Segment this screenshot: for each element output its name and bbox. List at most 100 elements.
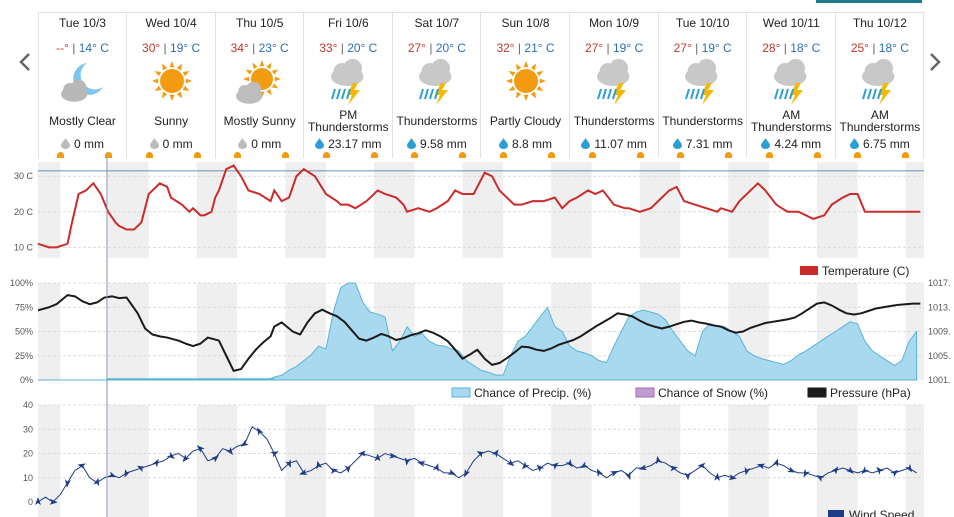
sunrise-marker-icon: [411, 152, 419, 158]
day-temperatures: 25° | 18° C: [850, 41, 909, 55]
precip-amount: 9.58 mm: [393, 137, 480, 151]
precip-amount: 6.75 mm: [836, 137, 923, 151]
sun-icon: [500, 57, 552, 109]
day-forecast-9[interactable]: Wed 10/11 28° | 18° C AM Thunderstorms 4.24 …: [748, 13, 836, 158]
low-temp: 19° C: [701, 41, 732, 55]
high-temp: 30°: [142, 41, 161, 55]
wind-legend-swatch: [828, 510, 844, 517]
sunrise-marker-icon: [636, 152, 644, 158]
temperature-tick-label: 20 C: [14, 207, 34, 217]
precip-amount: 0 mm: [216, 137, 303, 151]
wind-direction-marker: [136, 465, 146, 473]
pressure-tick-label: 1005.: [928, 351, 951, 361]
sunrise-marker-icon: [813, 152, 821, 158]
precip-value: 6.75 mm: [863, 137, 910, 151]
day-temperatures: 27° | 19° C: [673, 41, 732, 55]
pressure-series-line: [37, 294, 921, 372]
condition-line: AM: [782, 108, 801, 122]
wind-direction-marker: [831, 466, 839, 475]
wind-direction-marker: [624, 471, 631, 481]
temperature-tick-label: 10 C: [14, 242, 34, 252]
precip-tick-label: 0%: [20, 375, 33, 385]
day-forecast-4[interactable]: Fri 10/6 33° | 20° C PM Thunderstorms 23.17 …: [305, 13, 393, 158]
wind-direction-marker: [609, 470, 619, 477]
low-temp: 14° C: [78, 41, 109, 55]
high-temp: 27°: [585, 41, 604, 55]
raindrop-icon: [238, 138, 248, 149]
low-temp: 18° C: [790, 41, 821, 55]
daily-forecast-row: Tue 10/3 --° | 14° C Mostly Clear 0 mm Wed 1…: [38, 12, 925, 158]
precip-tick-label: 50%: [15, 327, 33, 337]
top-accent-bar: [816, 0, 922, 3]
night-band: [746, 162, 836, 258]
condition-text: Thunderstorms: [393, 115, 480, 127]
precip-value: 0 mm: [74, 137, 104, 151]
wind-direction-marker: [861, 466, 870, 475]
day-name: Sat 10/7: [414, 16, 460, 30]
night-band: [569, 162, 659, 258]
wind-direction-marker: [580, 461, 589, 469]
wind-direction-marker: [107, 471, 117, 478]
precip-legend-label[interactable]: Chance of Precip. (%): [474, 386, 591, 400]
day-forecast-7[interactable]: Mon 10/9 27° | 19° C Thunderstorms 11.07 mm: [571, 13, 659, 158]
day-forecast-1[interactable]: Tue 10/3 --° | 14° C Mostly Clear 0 mm: [39, 13, 127, 158]
sunrise-marker-icon: [105, 152, 112, 158]
night-band: [126, 162, 216, 258]
next-days-arrow-icon[interactable]: [926, 48, 944, 76]
wind-direction-marker: [357, 450, 366, 457]
day-forecast-2[interactable]: Wed 10/4 30° | 19° C Sunny 0 mm: [128, 13, 216, 158]
wind-direction-marker: [182, 454, 190, 463]
night-band: [126, 405, 216, 517]
condition-line: Thunderstorms: [573, 114, 655, 128]
temperature-tick-label: 30 C: [14, 171, 34, 181]
day-forecast-10[interactable]: Thu 10/12 25° | 18° C AM Thunderstorms 6.75 …: [836, 13, 925, 158]
condition-line: PM: [339, 108, 358, 122]
wind-direction-marker: [240, 439, 249, 447]
precip-tick-label: 100%: [10, 278, 33, 288]
raindrop-icon: [581, 138, 591, 149]
snow-legend-label[interactable]: Chance of Snow (%): [658, 386, 768, 400]
night-band: [392, 405, 481, 517]
wind-direction-marker: [316, 460, 323, 470]
high-temp: 28°: [762, 41, 781, 55]
day-name: Thu 10/12: [852, 16, 907, 30]
precip-value: 8.8 mm: [511, 137, 552, 151]
night-band: [746, 405, 836, 517]
day-temperatures: 27° | 20° C: [407, 41, 466, 55]
precip-amount: 7.31 mm: [659, 137, 746, 151]
wind-legend-label[interactable]: Wind Speed: [849, 508, 914, 517]
night-band: [303, 405, 393, 517]
day-forecast-6[interactable]: Sun 10/8 32° | 21° C Partly Cloudy 8.8 mm: [482, 13, 570, 158]
night-band: [569, 405, 659, 517]
wind-direction-marker: [447, 468, 457, 475]
wind-direction-marker: [669, 465, 678, 472]
condition-text: Partly Cloudy: [482, 115, 569, 127]
precip-amount: 11.07 mm: [571, 137, 658, 151]
condition-line: Mostly Sunny: [223, 114, 296, 128]
previous-days-arrow-icon[interactable]: [16, 48, 34, 76]
day-forecast-8[interactable]: Tue 10/10 27° | 19° C Thunderstorms 7.31 mm: [659, 13, 748, 158]
wind-direction-marker: [816, 475, 825, 482]
temperature-legend-swatch: [800, 266, 818, 275]
high-temp: 33°: [319, 41, 338, 55]
thunderstorm-icon: [854, 57, 906, 109]
pressure-legend-label[interactable]: Pressure (hPa): [830, 386, 911, 400]
moon-cloud-icon: [57, 57, 109, 109]
day-forecast-5[interactable]: Sat 10/7 27° | 20° C Thunderstorms 9.58 mm: [393, 13, 482, 158]
low-temp: 19° C: [169, 41, 201, 55]
night-band: [835, 162, 924, 258]
condition-text: PM Thunderstorms: [305, 109, 392, 133]
wind-direction-marker: [550, 462, 559, 470]
sunrise-marker-icon: [548, 152, 555, 158]
sunrise-marker-icon: [854, 152, 862, 158]
raindrop-icon: [61, 138, 70, 149]
temperature-legend-label[interactable]: Temperature (C): [822, 264, 909, 278]
wind-direction-marker: [890, 469, 899, 478]
day-forecast-3[interactable]: Thu 10/5 34° | 23° C Mostly Sunny 0 mm: [216, 13, 305, 158]
night-band: [38, 405, 127, 517]
high-temp: 32°: [496, 41, 515, 55]
wind-direction-marker: [64, 479, 71, 488]
precip-amount: 23.17 mm: [305, 137, 392, 151]
condition-line: Thunderstorms: [307, 120, 389, 134]
